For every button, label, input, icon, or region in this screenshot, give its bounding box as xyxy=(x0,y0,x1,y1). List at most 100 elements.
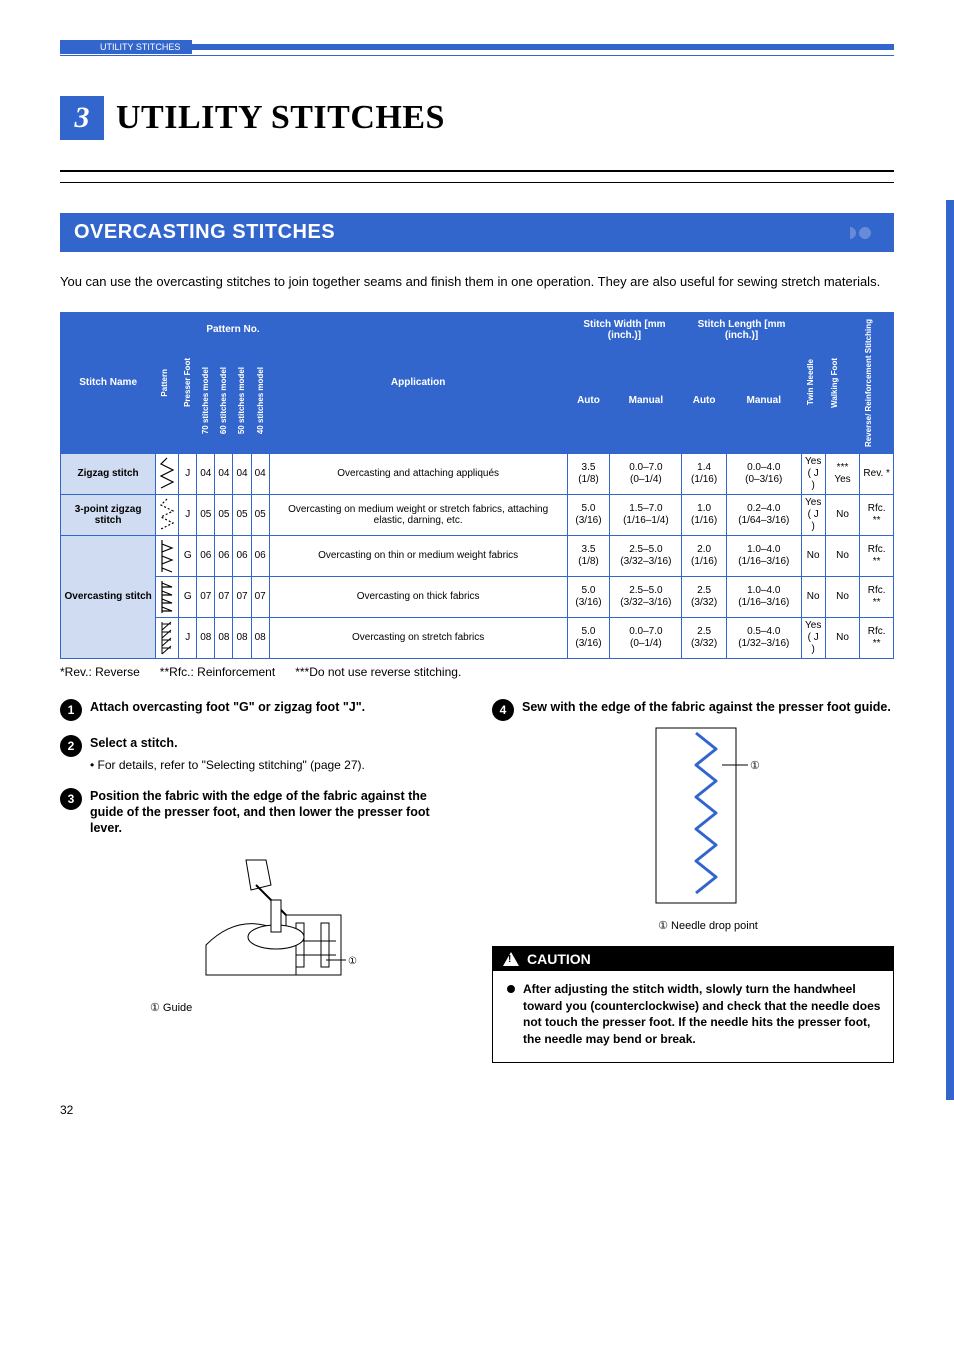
twin-needle-cell: Yes( J ) xyxy=(801,494,825,535)
reinforcement-cell: Rfc. ** xyxy=(860,576,894,617)
caution-heading: CAUTION xyxy=(493,947,893,971)
pattern-no-cell: 04 xyxy=(197,453,215,494)
stitch-width-auto-cell: 5.0(3/16) xyxy=(567,617,610,658)
stitch-length-manual-cell: 1.0–4.0(1/16–3/16) xyxy=(726,535,801,576)
stitch-table: Stitch Name Pattern Presser Foot Pattern… xyxy=(60,312,894,659)
running-head-bar: UTILITY STITCHES xyxy=(60,40,894,54)
stitch-length-auto-cell: 2.5(3/32) xyxy=(682,617,727,658)
walking-foot-cell: No xyxy=(825,576,860,617)
section-intro: You can use the overcasting stitches to … xyxy=(60,272,894,292)
left-column: 1 Attach overcasting foot "G" or zigzag … xyxy=(60,699,462,1063)
stitch-length-manual-cell: 0.5–4.0(1/32–3/16) xyxy=(726,617,801,658)
th-pattern-no: Pattern No. xyxy=(197,312,270,348)
th-pattern: Pattern xyxy=(159,365,170,401)
bullet-icon xyxy=(507,985,515,993)
th-twin-needle: Twin Needle xyxy=(805,355,816,409)
th-w-manual: Manual xyxy=(610,348,682,454)
th-w-auto: Auto xyxy=(567,348,610,454)
pattern-no-cell: 08 xyxy=(215,617,233,658)
step-4-num: 4 xyxy=(492,699,514,721)
stitch-length-manual-cell: 0.2–4.0(1/64–3/16) xyxy=(726,494,801,535)
stitch-width-manual-cell: 0.0–7.0(0–1/4) xyxy=(610,453,682,494)
pattern-icon-cell xyxy=(156,535,179,576)
presser-foot-cell: J xyxy=(179,494,197,535)
reinforcement-cell: Rfc. ** xyxy=(860,535,894,576)
step-2-num: 2 xyxy=(60,735,82,757)
row-name: 3-point zigzag stitch xyxy=(61,494,156,535)
pattern-no-cell: 05 xyxy=(197,494,215,535)
stitch-sample-diagram: ① xyxy=(638,723,778,913)
section-heading: OVERCASTING STITCHES xyxy=(60,213,894,252)
step-3-num: 3 xyxy=(60,788,82,810)
pattern-icon-cell xyxy=(156,576,179,617)
application-cell: Overcasting on stretch fabrics xyxy=(269,617,567,658)
row-name: Overcasting stitch xyxy=(61,535,156,658)
reinforcement-cell: Rfc. ** xyxy=(860,494,894,535)
pattern-no-cell: 06 xyxy=(215,535,233,576)
twin-needle-cell: No xyxy=(801,535,825,576)
step-3-callout: ① Guide xyxy=(150,1001,462,1014)
stitch-width-manual-cell: 1.5–7.0(1/16–1/4) xyxy=(610,494,682,535)
stitch-length-auto-cell: 1.4(1/16) xyxy=(682,453,727,494)
th-presser-foot: Presser Foot xyxy=(182,354,193,411)
running-head-text: UTILITY STITCHES xyxy=(100,42,180,52)
stitch-width-auto-cell: 3.5(1/8) xyxy=(567,535,610,576)
pattern-no-cell: 07 xyxy=(215,576,233,617)
chapter-title: UTILITY STITCHES xyxy=(116,99,445,137)
th-stitch-width: Stitch Width [mm (inch.)] xyxy=(567,312,682,348)
step-4-title: Sew with the edge of the fabric against … xyxy=(522,699,894,715)
page-number: 32 xyxy=(60,1103,894,1117)
presser-foot-diagram: ① xyxy=(176,845,376,995)
caution-body-text: After adjusting the stitch width, slowly… xyxy=(523,981,881,1048)
pattern-no-cell: 08 xyxy=(197,617,215,658)
step-4-callout: ① Needle drop point xyxy=(522,919,894,932)
pattern-no-cell: 05 xyxy=(233,494,251,535)
presser-foot-cell: G xyxy=(179,535,197,576)
th-l-manual: Manual xyxy=(726,348,801,454)
pattern-no-cell: 07 xyxy=(251,576,269,617)
presser-foot-cell: J xyxy=(179,617,197,658)
application-cell: Overcasting on medium weight or stretch … xyxy=(269,494,567,535)
step-2-sub: • For details, refer to "Selecting stitc… xyxy=(90,757,462,774)
application-cell: Overcasting and attaching appliqués xyxy=(269,453,567,494)
th-l-auto: Auto xyxy=(682,348,727,454)
walking-foot-cell: No xyxy=(825,494,860,535)
pattern-no-cell: 07 xyxy=(197,576,215,617)
walking-foot-cell: No xyxy=(825,535,860,576)
row-name: Zigzag stitch xyxy=(61,453,156,494)
pattern-no-cell: 08 xyxy=(251,617,269,658)
step-1-num: 1 xyxy=(60,699,82,721)
presser-foot-cell: G xyxy=(179,576,197,617)
side-tab xyxy=(946,200,954,1100)
th-reinforcement: Reverse/ Reinforcement Stitching xyxy=(863,315,874,451)
th-model-40: 40 stitches model xyxy=(255,363,266,438)
stitch-width-manual-cell: 2.5–5.0(3/32–3/16) xyxy=(610,535,682,576)
pattern-no-cell: 06 xyxy=(251,535,269,576)
stitch-width-auto-cell: 5.0(3/16) xyxy=(567,494,610,535)
twin-needle-cell: No xyxy=(801,576,825,617)
caution-box: CAUTION After adjusting the stitch width… xyxy=(492,946,894,1063)
reinforcement-cell: Rev. * xyxy=(860,453,894,494)
warning-icon xyxy=(503,952,519,966)
stitch-length-manual-cell: 0.0–4.0(0–3/16) xyxy=(726,453,801,494)
step-3-title: Position the fabric with the edge of the… xyxy=(90,788,462,837)
pattern-no-cell: 07 xyxy=(233,576,251,617)
pattern-no-cell: 04 xyxy=(233,453,251,494)
twin-needle-cell: Yes( J ) xyxy=(801,453,825,494)
pattern-icon-cell xyxy=(156,453,179,494)
pattern-icon-cell xyxy=(156,494,179,535)
step-2-title: Select a stitch. xyxy=(90,735,462,751)
stitch-length-manual-cell: 1.0–4.0(1/16–3/16) xyxy=(726,576,801,617)
th-stitch-name: Stitch Name xyxy=(61,312,156,453)
th-model-50: 50 stitches model xyxy=(236,363,247,438)
table-footnotes: *Rev.: Reverse **Rfc.: Reinforcement ***… xyxy=(60,665,894,679)
stitch-length-auto-cell: 2.5(3/32) xyxy=(682,576,727,617)
walking-foot-cell: *** Yes xyxy=(825,453,860,494)
pattern-no-cell: 05 xyxy=(215,494,233,535)
application-cell: Overcasting on thin or medium weight fab… xyxy=(269,535,567,576)
th-model-70: 70 stitches model xyxy=(200,363,211,438)
caution-heading-text: CAUTION xyxy=(527,951,591,967)
chapter-number: 3 xyxy=(60,96,104,140)
stitch-length-auto-cell: 1.0(1/16) xyxy=(682,494,727,535)
application-cell: Overcasting on thick fabrics xyxy=(269,576,567,617)
